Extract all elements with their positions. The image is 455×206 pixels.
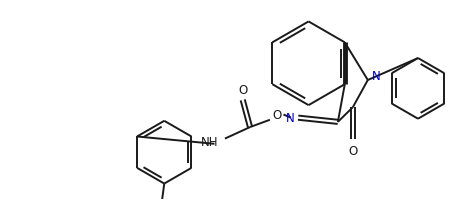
Text: N: N [372,70,381,83]
Text: NH: NH [201,136,219,149]
Text: O: O [348,144,358,157]
Text: N: N [286,112,295,125]
Text: O: O [273,109,282,122]
Text: O: O [238,83,248,96]
